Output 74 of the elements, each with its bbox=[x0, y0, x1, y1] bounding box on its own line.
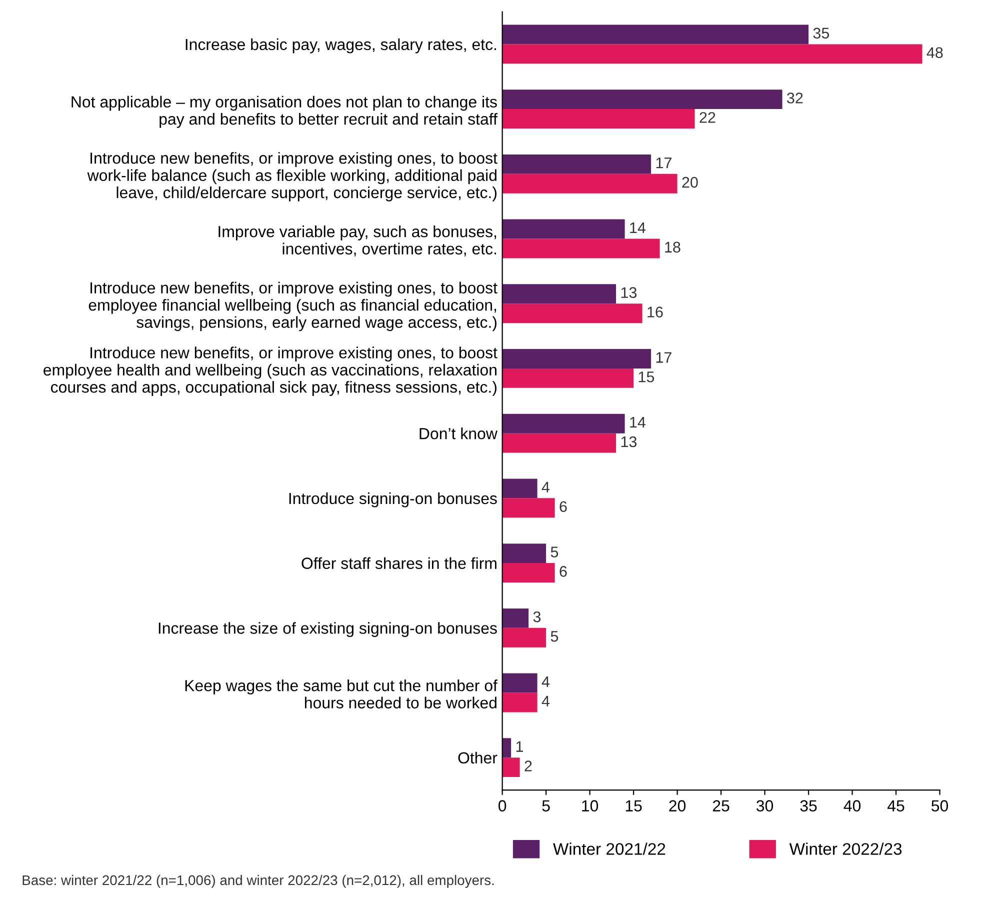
bar bbox=[502, 90, 782, 110]
y-tick-label: Offer staff shares in the firm bbox=[302, 557, 496, 569]
x-tick-label: 0 bbox=[498, 800, 506, 812]
y-tick-label: Increase the size of existing signing-on bonuses bbox=[158, 622, 497, 637]
data-label: 22 bbox=[700, 112, 716, 123]
data-label: 13 bbox=[621, 287, 637, 298]
bar bbox=[502, 628, 546, 648]
data-label: 4 bbox=[542, 696, 550, 706]
y-tick-label: Don’t know bbox=[420, 428, 498, 440]
data-label: 1 bbox=[516, 741, 523, 752]
data-label: 5 bbox=[550, 546, 558, 558]
y-tick-label: Introduce new benefits, or improve existing ones, to boost employee financial wellbeing (such as financial education, savings, pensions, early earned wage access, etc.) bbox=[88, 282, 498, 332]
bar bbox=[502, 238, 660, 258]
x-tick-label: 10 bbox=[582, 800, 598, 812]
bar bbox=[502, 24, 809, 44]
y-tick-label: Introduce signing-on bonuses bbox=[289, 492, 497, 508]
data-label: 16 bbox=[648, 306, 663, 318]
y-tick-label: Introduce new benefits, or improve existing ones, to boost employee health and wellbeing (such as vaccinations, relaxation courses and apps, occupational sick pay, fitness sessions, etc.) bbox=[44, 346, 498, 396]
y-tick-label: Increase basic pay, wages, salary rates, etc. bbox=[186, 38, 496, 54]
x-tick-label: 30 bbox=[756, 800, 774, 812]
data-label: 15 bbox=[638, 372, 654, 382]
legend-label: Winter 2022/23 bbox=[789, 842, 902, 855]
data-label: 13 bbox=[621, 436, 637, 448]
bar bbox=[502, 414, 625, 434]
bar bbox=[502, 284, 616, 304]
data-label: 32 bbox=[787, 92, 803, 104]
data-label: 6 bbox=[560, 501, 567, 512]
data-label: 6 bbox=[560, 566, 567, 577]
data-label: 4 bbox=[542, 482, 550, 492]
data-label: 5 bbox=[550, 631, 558, 642]
bar bbox=[502, 109, 695, 129]
data-label: 3 bbox=[533, 611, 541, 622]
data-label: 20 bbox=[682, 176, 698, 188]
bar bbox=[502, 498, 555, 518]
y-tick-label: Keep wages the same but cut the number of hours needed to be worked bbox=[185, 680, 498, 708]
x-tick-label: 5 bbox=[542, 800, 550, 812]
data-label: 18 bbox=[665, 242, 680, 253]
bar bbox=[502, 433, 616, 453]
x-tick-label: 35 bbox=[800, 800, 817, 812]
bar bbox=[502, 44, 922, 64]
data-label: 2 bbox=[524, 760, 532, 772]
x-tick-label: 25 bbox=[712, 800, 730, 812]
bar bbox=[502, 563, 555, 582]
x-tick-label: 45 bbox=[887, 800, 904, 812]
text: Base: winter 2021/22 (n=1,006) and winter 2022/23 (n=2,012), all employers. bbox=[22, 874, 494, 888]
bar bbox=[502, 368, 634, 388]
x-tick-label: 20 bbox=[669, 800, 686, 812]
data-label: 17 bbox=[656, 158, 672, 168]
bar bbox=[502, 174, 678, 194]
bar bbox=[502, 219, 625, 239]
bar bbox=[502, 304, 642, 324]
bar bbox=[502, 544, 546, 564]
data-label: 48 bbox=[926, 47, 943, 58]
bar bbox=[502, 154, 652, 174]
y-tick-label: Introduce new benefits, or improve existing ones, to boost work-life balance (such as flexible working, additional paid leave, child/eldercare support, concierge service, etc.) bbox=[87, 152, 498, 202]
bar bbox=[502, 692, 538, 712]
data-label: 4 bbox=[542, 676, 550, 687]
y-tick-label: Not applicable – my organisation does not plan to change its pay and benefits to better recruit and retain staff bbox=[72, 96, 498, 128]
bar bbox=[502, 758, 520, 778]
bar bbox=[502, 673, 538, 693]
x-tick-label: 15 bbox=[626, 800, 642, 812]
bar bbox=[502, 608, 529, 628]
bar bbox=[502, 478, 538, 498]
y-tick-label: Other bbox=[458, 752, 498, 764]
x-tick-label: 50 bbox=[932, 800, 948, 812]
data-label: 14 bbox=[630, 417, 646, 428]
y-tick-label: Improve variable pay, such as bonuses, incentives, overtime rates, etc. bbox=[218, 226, 496, 256]
data-label: 14 bbox=[630, 222, 646, 233]
bar bbox=[502, 738, 512, 758]
data-label: 35 bbox=[813, 28, 830, 39]
bar bbox=[502, 349, 652, 368]
legend-label: Winter 2021/22 bbox=[553, 842, 666, 855]
x-tick-label: 40 bbox=[844, 800, 861, 812]
data-label: 17 bbox=[656, 352, 672, 363]
